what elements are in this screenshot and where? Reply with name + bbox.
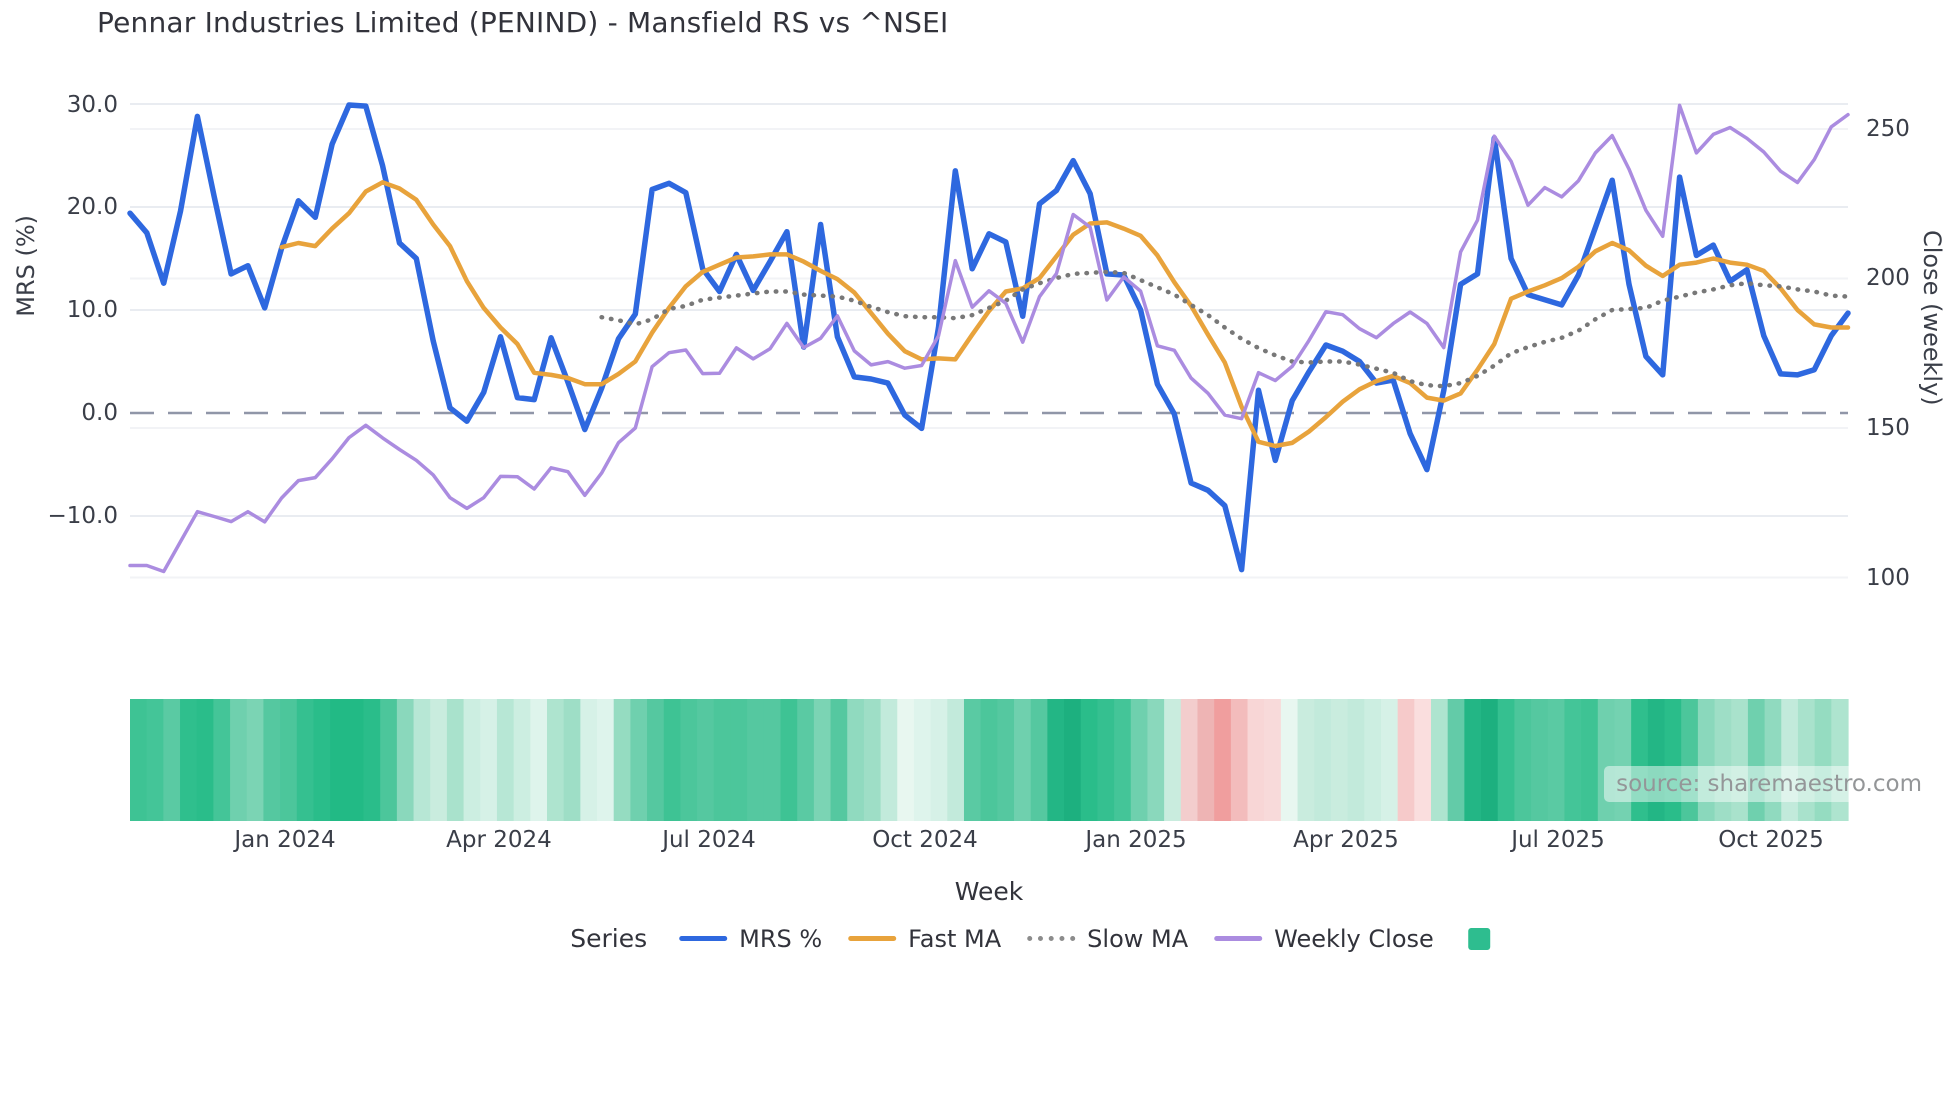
chart-title: Pennar Industries Limited (PENIND) - Man… (97, 6, 949, 39)
legend-item-label: Fast MA (908, 924, 1002, 953)
legend: Series MRS % Fast MA Slow MA Weekly Clos… (570, 924, 1490, 953)
source-watermark: source: sharemaestro.com (1604, 766, 1934, 802)
x-axis-tick: Jul 2024 (662, 827, 756, 853)
x-axis-label: Week (954, 877, 1024, 906)
legend-item-label: Slow MA (1087, 924, 1189, 953)
left-axis-label: MRS (%) (12, 215, 40, 317)
right-axis-tick: 250 (1866, 116, 1910, 142)
legend-title: Series (570, 924, 648, 953)
legend-item-label: Weekly Close (1274, 924, 1434, 953)
slow-ma-dotted-swatch-icon (1027, 936, 1076, 941)
fast-ma-line-swatch-icon (848, 936, 897, 941)
x-axis-tick: Oct 2025 (1718, 827, 1824, 853)
left-axis-tick: 20.0 (66, 194, 118, 220)
legend-item-label: MRS % (739, 924, 823, 953)
left-axis-tick: 30.0 (66, 92, 118, 118)
x-axis-tick: Jul 2025 (1511, 827, 1605, 853)
x-axis-tick: Jan 2025 (1085, 827, 1187, 853)
left-axis-tick: 10.0 (66, 297, 118, 323)
weekly-close-line-swatch-icon (1214, 936, 1263, 941)
heatmap-swatch-icon (1467, 927, 1490, 950)
legend-item-weekly-close: Weekly Close (1214, 925, 1434, 953)
left-axis-tick: 0.0 (81, 400, 118, 426)
right-axis-tick: 200 (1866, 265, 1910, 291)
left-axis-tick: −10.0 (47, 503, 118, 529)
right-axis-label: Close (weekly) (1918, 230, 1946, 406)
x-axis-tick: Jan 2024 (234, 827, 336, 853)
x-axis-tick: Oct 2024 (872, 827, 978, 853)
mrs-line-swatch-icon (679, 936, 728, 941)
legend-item-slow-ma: Slow MA (1027, 925, 1188, 953)
right-axis-tick: 100 (1866, 565, 1910, 591)
x-axis-tick: Apr 2024 (446, 827, 552, 853)
right-axis-tick: 150 (1866, 415, 1910, 441)
legend-item-mrs: MRS % (679, 925, 822, 953)
x-axis-tick: Apr 2025 (1293, 827, 1399, 853)
legend-item-fast-ma: Fast MA (848, 925, 1001, 953)
